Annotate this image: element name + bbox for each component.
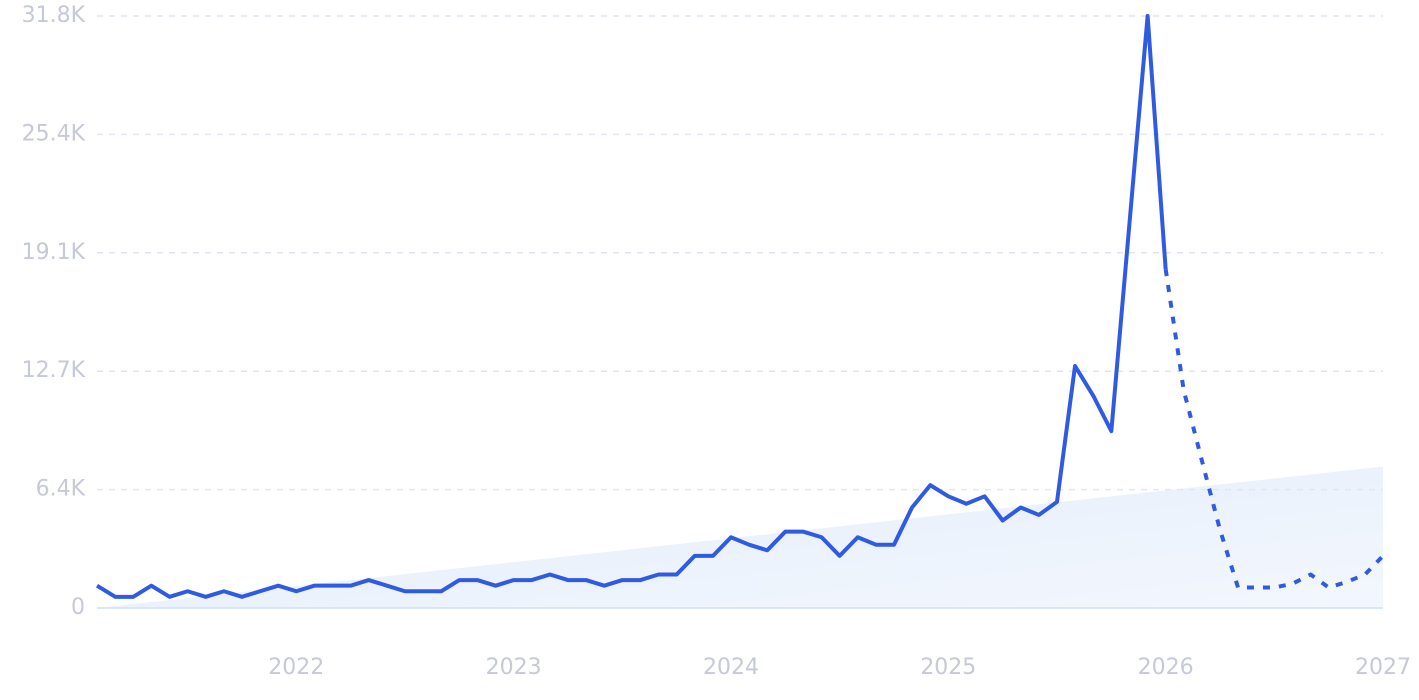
- trend-area: [97, 466, 1383, 608]
- x-tick-label: 2027: [1355, 655, 1411, 680]
- x-tick-label: 2026: [1138, 655, 1194, 680]
- x-tick-label: 2022: [268, 655, 324, 680]
- y-tick-label: 12.7K: [22, 358, 86, 383]
- y-tick-label: 6.4K: [36, 477, 86, 502]
- series-line: [1163, 268, 1385, 590]
- series-line: [95, 14, 1168, 599]
- x-tick-label: 2025: [920, 655, 976, 680]
- y-tick-label: 19.1K: [22, 240, 86, 265]
- y-tick-label: 25.4K: [22, 121, 86, 146]
- x-tick-label: 2024: [703, 655, 759, 680]
- y-tick-label: 31.8K: [22, 3, 86, 28]
- x-tick-label: 2023: [486, 655, 542, 680]
- y-tick-label: 0: [71, 595, 85, 620]
